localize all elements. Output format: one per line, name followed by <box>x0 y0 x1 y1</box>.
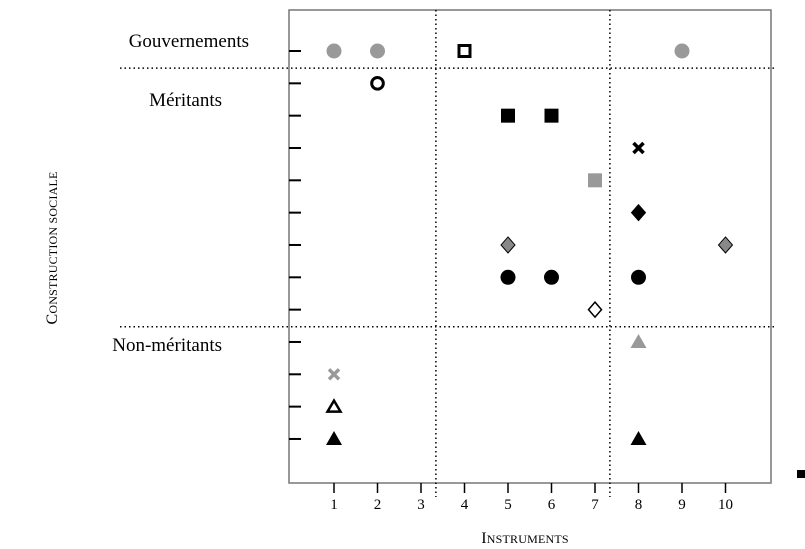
data-point-diamond-open <box>587 300 603 319</box>
data-point-circle <box>326 43 342 59</box>
group-label: Gouvernements <box>129 31 249 52</box>
data-point-triangle <box>326 430 342 445</box>
x-stroke <box>327 368 341 381</box>
data-point-triangle <box>630 430 647 445</box>
x-tick-label: 2 <box>374 497 382 513</box>
x-tick-label: 6 <box>548 497 556 513</box>
data-point-square <box>501 108 515 123</box>
data-point-diamond <box>630 203 647 222</box>
data-point-triangle <box>630 333 647 348</box>
x-stroke <box>632 141 645 155</box>
group-label: Non-méritants <box>112 335 222 356</box>
x-tick-label: 1 <box>330 497 338 513</box>
y-axis-title: CONSTRUCTION SOCIALE <box>44 171 61 324</box>
x-tick-label: 4 <box>461 497 469 513</box>
data-point-square <box>544 108 559 123</box>
data-point-square <box>588 173 602 188</box>
x-axis-title: INSTRUMENTS <box>481 530 569 547</box>
data-point-triangle-open <box>325 398 343 413</box>
x-tick-label: 10 <box>718 497 733 513</box>
x-tick-label: 7 <box>591 497 599 513</box>
data-point-diamond <box>717 236 734 254</box>
data-point-circle <box>500 269 516 285</box>
plot-frame <box>288 9 772 484</box>
edge-marker <box>797 470 805 478</box>
data-point-circle <box>370 43 385 59</box>
x-tick-label: 5 <box>504 497 512 513</box>
data-point-circle <box>674 43 690 59</box>
data-point-circle-open <box>370 76 385 91</box>
x-tick-label: 8 <box>635 497 643 513</box>
x-tick-label: 3 <box>417 497 425 513</box>
data-point-circle <box>631 269 646 285</box>
data-point-x <box>632 141 645 155</box>
data-point-square-open <box>457 44 472 58</box>
data-point-x <box>327 368 341 381</box>
data-point-diamond <box>500 236 516 254</box>
group-label: Méritants <box>149 90 222 111</box>
x-tick-label: 9 <box>678 497 686 513</box>
data-point-circle <box>544 269 559 285</box>
